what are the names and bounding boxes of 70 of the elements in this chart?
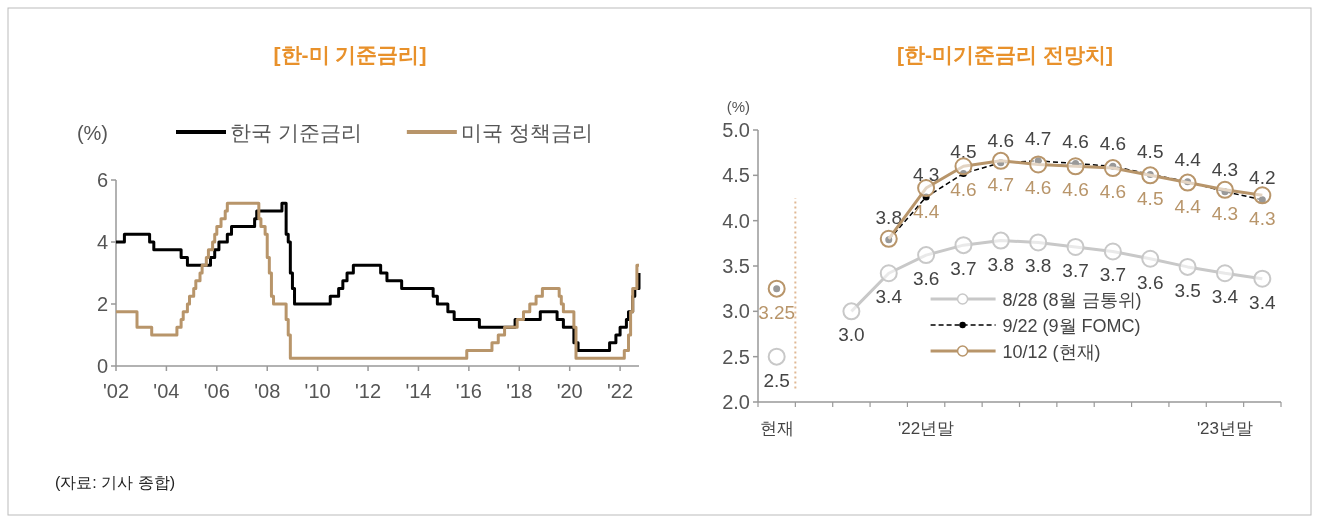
y-tick-label: 6 [96, 169, 108, 191]
x-tick-label: '22년말 [898, 419, 955, 438]
data-label: 4.6 [950, 179, 977, 201]
data-label: 4.4 [912, 201, 940, 223]
x-tick-label: 현재 [759, 419, 794, 438]
data-label: 3.6 [912, 268, 940, 290]
data-label: 3.8 [987, 253, 1015, 275]
y-tick-label: 3.0 [722, 300, 750, 323]
data-label: 4.5 [950, 140, 977, 162]
chart-title: [한-미기준금리 전망치] [897, 43, 1113, 66]
y-axis-title: (%) [726, 98, 750, 115]
data-label: 3.7 [1062, 259, 1089, 281]
x-tick-label: '06 [203, 380, 230, 402]
legend-label: 8/28 (8월 금통위) [1002, 290, 1142, 310]
data-label: 4.6 [1099, 181, 1127, 203]
data-label: 4.6 [1099, 133, 1127, 155]
data-label: 3.7 [950, 258, 977, 280]
data-label: 3.8 [875, 206, 902, 228]
x-tick-label: '10 [304, 380, 331, 402]
x-tick-label: '20 [556, 380, 583, 402]
text: (자료: 기사 종합) [55, 474, 175, 491]
y-tick-label: 4.5 [722, 164, 750, 187]
data-label: 3.4 [1211, 286, 1239, 308]
data-label: 3.5 [1174, 279, 1201, 301]
data-label: 4.5 [1137, 141, 1164, 163]
y-tick-label: 2.5 [722, 345, 750, 368]
legend-label: 미국 정책금리 [460, 121, 593, 144]
data-label: 3.8 [1024, 255, 1052, 277]
data-label: 4.6 [1024, 177, 1052, 199]
x-tick-label: '23년말 [1196, 419, 1254, 438]
legend-label: 10/12 (현재) [1002, 342, 1101, 362]
x-tick-label: '12 [355, 380, 382, 402]
y-tick-label: 2 [96, 293, 108, 315]
data-label: 2.5 [763, 369, 790, 391]
data-label: 4.3 [912, 164, 940, 186]
x-tick-label: '16 [455, 380, 482, 402]
data-label: 4.4 [1174, 195, 1202, 217]
chart-title: [한-미 기준금리] [273, 43, 427, 66]
data-label: 4.5 [1137, 188, 1164, 210]
y-axis-title: (%) [76, 122, 108, 144]
data-label: 3.7 [1099, 264, 1127, 286]
y-tick-label: 0 [96, 355, 108, 377]
data-label: 3.0 [838, 324, 865, 346]
data-label: 3.25 [758, 301, 796, 323]
x-tick-label: '02 [102, 380, 130, 402]
y-tick-label: 3.5 [722, 255, 750, 277]
data-label: 4.6 [1062, 179, 1089, 201]
data-label: 4.7 [1024, 127, 1052, 149]
data-label: 3.4 [1249, 291, 1276, 313]
legend-label: 9/22 (9월 FOMC) [1002, 316, 1141, 336]
data-label: 3.4 [875, 286, 903, 308]
data-label: 4.7 [987, 173, 1015, 195]
data-label: 4.6 [1062, 130, 1089, 152]
legend-label: 한국 기준금리 [230, 121, 362, 144]
x-tick-label: '22 [607, 380, 634, 402]
x-tick-label: '18 [506, 380, 533, 402]
y-tick-label: 4.0 [722, 209, 750, 232]
data-label: 4.4 [1174, 148, 1202, 170]
y-tick-label: 4 [96, 231, 108, 253]
y-tick-label: 2.0 [722, 391, 750, 413]
data-label: 4.2 [1249, 166, 1276, 188]
data-label: 4.3 [1211, 158, 1239, 180]
y-tick-label: 5.0 [722, 119, 750, 141]
x-tick-label: '14 [405, 380, 432, 402]
data-label: 4.6 [987, 129, 1015, 151]
data-label: 4.3 [1211, 202, 1239, 224]
x-tick-label: '04 [153, 380, 180, 402]
data-label: 3.6 [1137, 271, 1164, 293]
x-tick-label: '08 [254, 380, 281, 402]
data-label: 4.3 [1249, 208, 1276, 230]
